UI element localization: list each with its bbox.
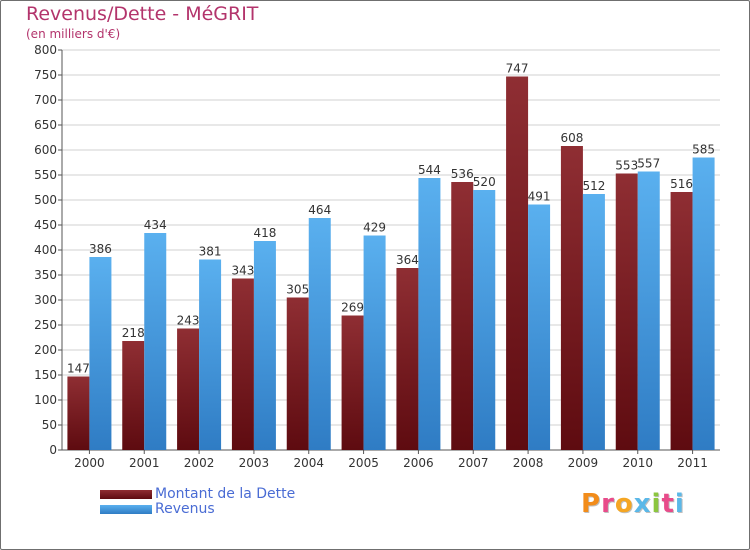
logo-letter: x	[633, 489, 652, 519]
bar-revenus-2009	[582, 194, 605, 450]
x-tick-label-2001: 2001	[129, 456, 160, 470]
y-tick-label-350: 350	[34, 268, 57, 282]
bar-revenus-2011	[692, 157, 715, 450]
bar-revenus-2000	[89, 257, 112, 450]
legend-label-revenus: Revenus	[155, 501, 215, 517]
data-label-revenus-2003: 418	[253, 226, 276, 240]
x-tick-label-2005: 2005	[348, 456, 379, 470]
x-tick-label-2006: 2006	[403, 456, 434, 470]
y-tick-label-700: 700	[34, 93, 57, 107]
logo-letter: t	[661, 489, 675, 519]
y-tick-label-200: 200	[34, 343, 57, 357]
data-label-dette-2009: 608	[560, 131, 583, 145]
data-label-dette-2005: 269	[341, 301, 364, 315]
logo-letter: o	[614, 489, 634, 519]
y-tick-label-650: 650	[34, 118, 57, 132]
bar-revenus-2002	[199, 259, 222, 450]
bar-dette-2010	[615, 173, 638, 450]
bar-revenus-2003	[253, 241, 276, 450]
y-tick-label-550: 550	[34, 168, 57, 182]
data-label-dette-2002: 243	[177, 314, 200, 328]
legend-swatch-dette	[100, 490, 152, 499]
bar-dette-2009	[560, 146, 583, 450]
bar-dette-2001	[122, 341, 145, 450]
logo-letter: i	[651, 489, 662, 519]
data-label-dette-2000: 147	[67, 362, 90, 376]
y-tick-label-500: 500	[34, 193, 57, 207]
data-label-dette-2004: 305	[286, 283, 309, 297]
data-label-dette-2010: 553	[615, 159, 638, 173]
data-label-revenus-2011: 585	[692, 143, 715, 157]
data-label-dette-2011: 516	[670, 177, 693, 191]
x-tick-label-2000: 2000	[74, 456, 105, 470]
x-tick-label-2008: 2008	[513, 456, 544, 470]
data-label-dette-2008: 747	[506, 62, 529, 76]
logo-letter: i	[674, 489, 685, 519]
data-label-dette-2006: 364	[396, 253, 419, 267]
bar-dette-2007	[451, 182, 474, 450]
y-tick-label-250: 250	[34, 318, 57, 332]
bar-dette-2003	[231, 278, 254, 450]
data-label-revenus-2009: 512	[582, 179, 605, 193]
y-tick-label-600: 600	[34, 143, 57, 157]
chart-title: Revenus/Dette - MéGRIT	[26, 3, 259, 25]
x-tick-label-2011: 2011	[677, 456, 708, 470]
data-label-dette-2001: 218	[122, 326, 145, 340]
logo-letter: r	[601, 489, 615, 519]
data-label-revenus-2006: 544	[418, 163, 441, 177]
bar-dette-2008	[506, 76, 529, 450]
bar-dette-2006	[396, 268, 419, 450]
proxiti-logo: Proxiti	[581, 489, 685, 519]
x-tick-label-2010: 2010	[622, 456, 653, 470]
data-label-revenus-2001: 434	[144, 218, 167, 232]
y-tick-label-750: 750	[34, 68, 57, 82]
bar-revenus-2001	[144, 233, 167, 450]
bar-revenus-2008	[528, 204, 551, 450]
data-label-revenus-2005: 429	[363, 221, 386, 235]
logo-letter: P	[581, 489, 602, 519]
data-label-revenus-2007: 520	[473, 175, 496, 189]
data-label-dette-2003: 343	[231, 264, 254, 278]
bar-revenus-2010	[637, 171, 660, 450]
x-tick-label-2002: 2002	[184, 456, 215, 470]
data-label-revenus-2004: 464	[308, 203, 331, 217]
bar-dette-2004	[286, 297, 309, 450]
bar-revenus-2004	[308, 218, 331, 450]
y-tick-label-100: 100	[34, 393, 57, 407]
data-label-revenus-2008: 491	[528, 190, 551, 204]
legend-swatch-revenus	[100, 505, 152, 514]
y-tick-label-400: 400	[34, 243, 57, 257]
bar-dette-2011	[670, 192, 693, 450]
y-tick-label-300: 300	[34, 293, 57, 307]
x-tick-label-2003: 2003	[239, 456, 270, 470]
bar-revenus-2005	[363, 235, 386, 450]
y-tick-label-0: 0	[49, 443, 57, 457]
bar-dette-2002	[177, 328, 200, 450]
legend-label-dette: Montant de la Dette	[155, 486, 296, 502]
data-label-revenus-2002: 381	[199, 245, 222, 259]
y-tick-label-450: 450	[34, 218, 57, 232]
chart-subtitle: (en milliers d'€)	[26, 27, 121, 41]
x-tick-label-2009: 2009	[568, 456, 599, 470]
y-tick-label-150: 150	[34, 368, 57, 382]
y-tick-label-50: 50	[42, 418, 57, 432]
x-tick-label-2007: 2007	[458, 456, 489, 470]
bar-dette-2005	[341, 315, 364, 450]
bar-dette-2000	[67, 376, 90, 450]
bar-revenus-2007	[473, 190, 496, 450]
data-label-dette-2007: 536	[451, 167, 474, 181]
y-tick-label-800: 800	[34, 43, 57, 57]
bar-revenus-2006	[418, 178, 441, 450]
x-tick-label-2004: 2004	[293, 456, 324, 470]
data-label-revenus-2000: 386	[89, 242, 112, 256]
data-label-revenus-2010: 557	[637, 157, 660, 171]
